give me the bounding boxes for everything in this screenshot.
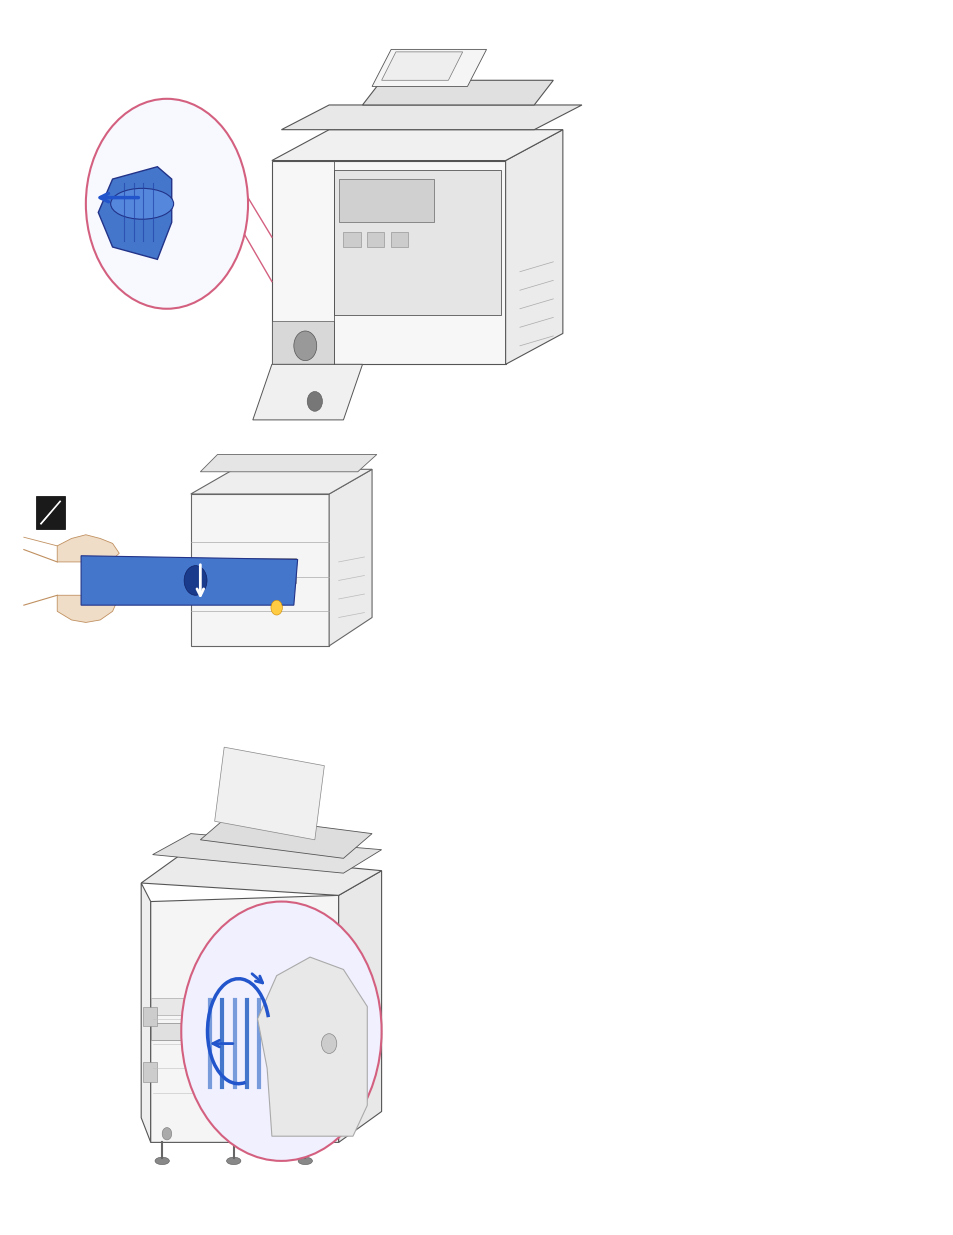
Circle shape (294, 331, 316, 361)
Polygon shape (338, 871, 381, 1142)
Polygon shape (191, 469, 372, 494)
Circle shape (181, 902, 381, 1161)
Circle shape (321, 1034, 336, 1053)
Polygon shape (334, 170, 500, 315)
Ellipse shape (154, 1157, 170, 1165)
Polygon shape (391, 232, 408, 247)
Polygon shape (81, 556, 297, 605)
Ellipse shape (226, 1157, 240, 1165)
Circle shape (86, 99, 248, 309)
Polygon shape (57, 535, 119, 562)
Polygon shape (343, 232, 360, 247)
Polygon shape (36, 496, 65, 529)
Ellipse shape (111, 189, 173, 220)
Circle shape (184, 566, 207, 595)
Ellipse shape (297, 1157, 312, 1165)
Polygon shape (200, 454, 376, 472)
Polygon shape (272, 161, 505, 364)
Polygon shape (367, 232, 384, 247)
Polygon shape (141, 883, 151, 1142)
Polygon shape (191, 494, 329, 646)
Polygon shape (191, 558, 295, 583)
Polygon shape (329, 469, 372, 646)
Polygon shape (152, 834, 381, 873)
Polygon shape (253, 364, 362, 420)
Polygon shape (505, 130, 562, 364)
Circle shape (229, 1128, 238, 1140)
Polygon shape (214, 747, 324, 840)
Circle shape (271, 600, 282, 615)
Polygon shape (257, 957, 367, 1136)
Polygon shape (151, 895, 338, 1142)
Polygon shape (98, 167, 172, 259)
Polygon shape (143, 1007, 157, 1026)
Polygon shape (151, 998, 338, 1015)
Polygon shape (372, 49, 486, 86)
Circle shape (162, 1128, 172, 1140)
Polygon shape (141, 852, 381, 895)
Polygon shape (151, 1023, 338, 1040)
Polygon shape (143, 1062, 157, 1082)
Polygon shape (381, 52, 462, 80)
Polygon shape (362, 80, 553, 105)
Circle shape (307, 391, 322, 411)
Polygon shape (57, 595, 116, 622)
Polygon shape (338, 179, 434, 222)
Polygon shape (272, 321, 334, 364)
Polygon shape (200, 815, 372, 858)
Polygon shape (281, 105, 581, 130)
Polygon shape (272, 130, 562, 161)
